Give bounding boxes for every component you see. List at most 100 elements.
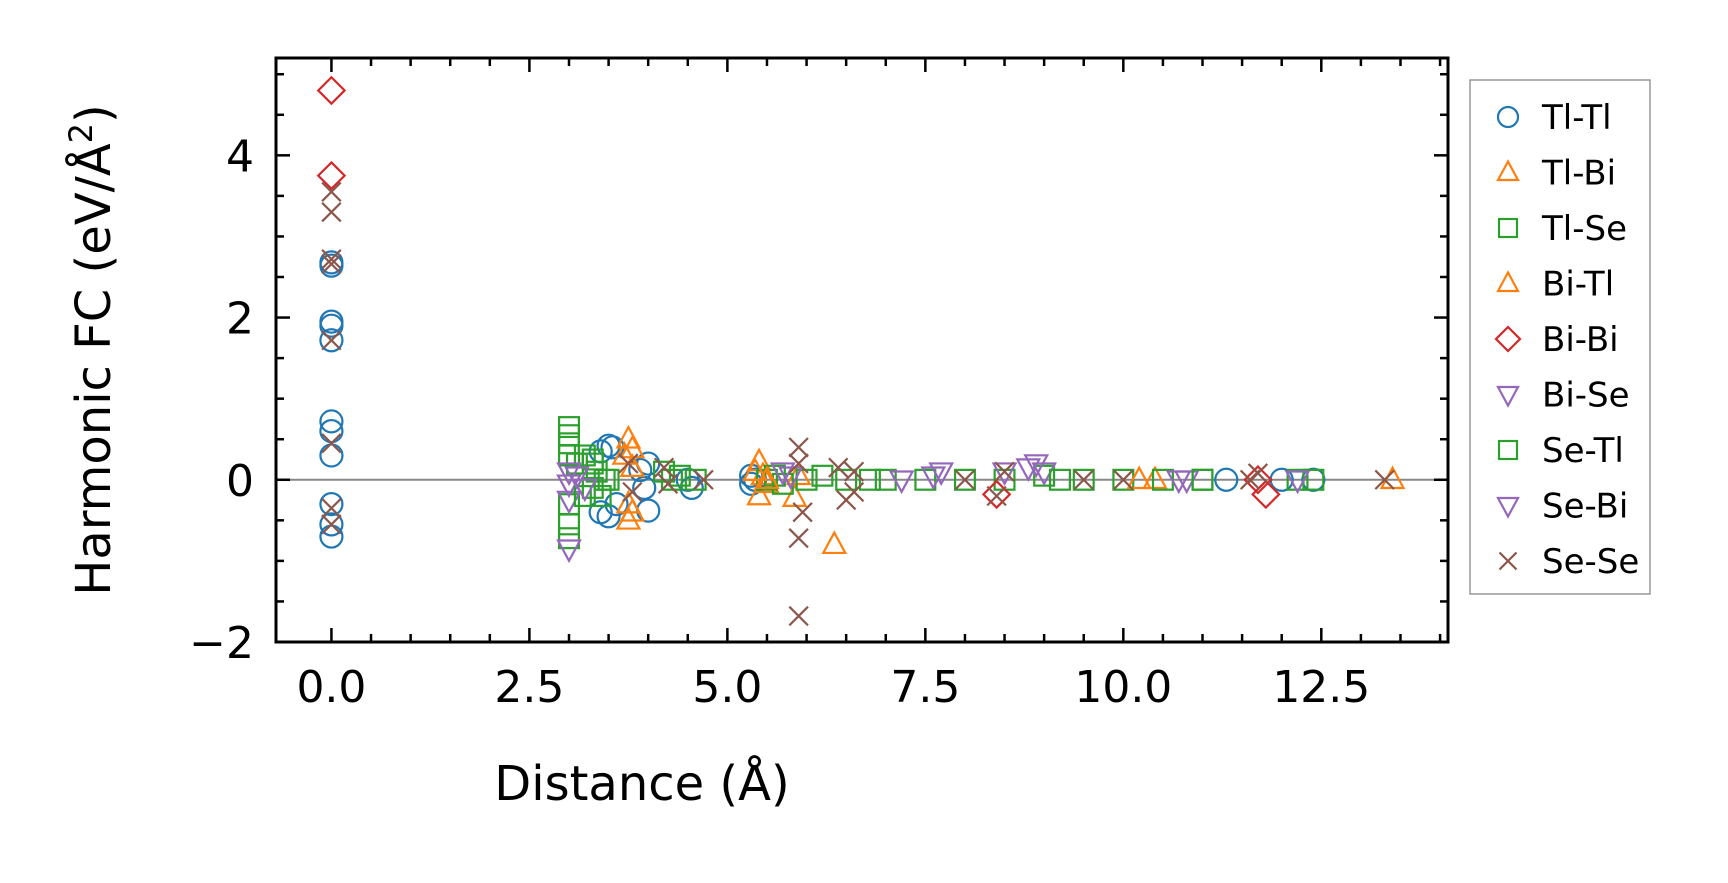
point-se-tl [684,468,707,491]
x-tick-label: 5.0 [692,662,762,713]
point-bi-se [769,462,796,487]
point-tl-bi [821,530,848,555]
point-se-se [788,437,809,458]
point-se-tl [573,485,596,508]
legend-label-tl-bi: Tl-Bi [1541,154,1616,194]
point-se-se [321,433,342,454]
point-tl-tl [604,492,629,517]
legend-label-se-tl: Se-Tl [1542,431,1624,471]
point-tl-tl [319,328,344,353]
point-tl-tl [1214,467,1239,492]
y-axis-label-close: ) [66,104,122,123]
point-se-se [986,485,1007,507]
point-tl-tl [636,498,661,523]
point-se-tl [858,468,881,491]
legend-label-bi-tl: Bi-Tl [1542,265,1614,305]
point-se-se [618,453,639,474]
point-se-se [843,461,865,482]
point-tl-se [581,476,604,499]
point-se-se [653,457,675,478]
point-se-se [321,514,342,535]
legend-label-bi-se: Bi-Se [1542,376,1630,416]
x-tick-label: 12.5 [1272,662,1370,713]
y-tick-label: 0 [226,456,254,507]
point-tl-se [914,468,937,491]
point-bi-tl [619,497,646,522]
point-se-bi [888,470,915,495]
point-tl-se [557,513,580,536]
point-se-se [994,461,1015,482]
point-se-tl [581,448,604,471]
legend-marker-se-tl [1497,439,1519,461]
point-bi-se [1023,454,1050,478]
point-bi-se [556,462,582,487]
point-tl-se [1072,468,1095,491]
legend: Tl-Tl Tl-Bi Tl-Se Bi-Tl Bi-Bi Bi-Se Se-Tl Se-Bi… [1469,79,1651,595]
point-tl-tl [319,313,344,338]
point-se-se [954,469,976,490]
y-tick-label: 2 [226,294,254,345]
point-tl-se [589,485,612,508]
point-tl-tl [319,253,344,278]
point-tl-se [557,444,580,467]
point-tl-bi [746,481,772,506]
legend-marker-tl-bi [1496,159,1520,182]
point-se-tl [1048,468,1071,491]
legend-label-se-se: Se-Se [1542,542,1639,582]
x-tick-label: 10.0 [1074,662,1172,713]
point-tl-tl [679,475,704,500]
point-tl-tl [319,419,344,444]
legend-marker-tl-tl [1496,105,1520,129]
point-se-se [321,330,342,351]
point-tl-se [953,468,976,491]
point-bi-bi [981,479,1012,510]
point-tl-se [811,464,834,487]
point-tl-bi [615,424,642,449]
point-se-se [1113,469,1134,490]
legend-marker-bi-tl [1496,270,1520,293]
point-se-tl [597,468,620,491]
point-bi-tl [742,457,768,482]
point-tl-tl [319,492,344,517]
point-se-bi [571,478,598,503]
point-tl-tl [596,504,621,529]
point-tl-tl [319,512,344,537]
point-tl-se [557,424,580,447]
y-axis-label-sup: 2 [62,123,100,143]
point-tl-tl [628,457,653,483]
plot-frame [274,56,1450,644]
point-tl-tl [588,439,613,464]
point-bi-tl [1126,465,1153,490]
point-se-se [843,481,865,503]
x-axis-label: Distance (Å) [494,755,789,812]
y-tick-label: −2 [189,618,254,669]
point-tl-se [835,468,858,491]
point-tl-se [573,444,596,467]
point-tl-se [653,460,676,483]
point-se-se [788,605,809,627]
point-bi-bi [1243,465,1273,495]
axes: 0.0 2.5 5.0 7.5 10.0 12.5 −2 0 2 4 [189,56,1450,713]
point-bi-se [1284,470,1311,495]
point-se-se [788,528,809,549]
point-tl-se [668,464,691,487]
point-se-se [693,469,714,490]
y-axis-label-main: Harmonic FC (eV/Å [65,143,122,596]
point-tl-tl [319,524,344,549]
point-se-se [321,498,342,519]
point-bi-bi [316,75,347,106]
point-bi-se [991,462,1018,487]
point-se-se [788,453,809,474]
legend-marker-se-bi [1496,496,1520,519]
x-tick-label: 2.5 [494,662,564,713]
point-tl-tl [319,409,344,434]
point-se-bi [777,466,804,491]
legend-label-tl-tl: Tl-Tl [1541,98,1612,138]
legend-marker-se-se [1498,551,1518,571]
legend-label-tl-se: Tl-Se [1541,209,1627,249]
point-se-se [622,481,643,503]
point-se-bi [1015,458,1042,483]
x-tick-label: 0.0 [296,662,366,713]
y-tick-label: 4 [226,131,254,182]
